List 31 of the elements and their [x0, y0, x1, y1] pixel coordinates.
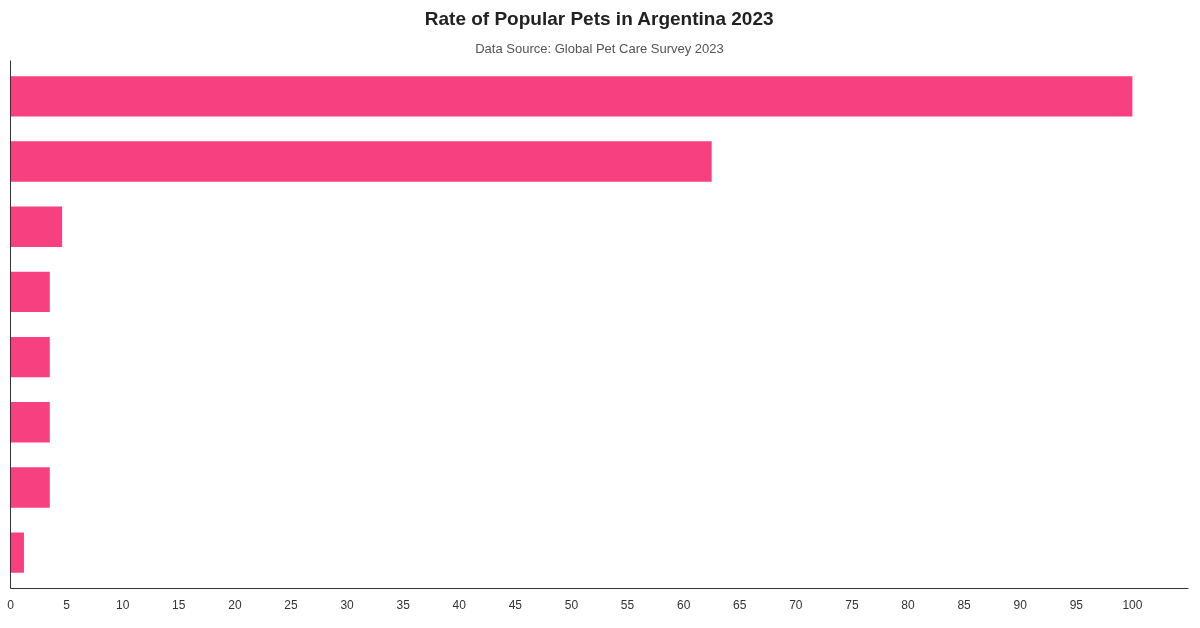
x-tick-label: 35: [396, 597, 411, 612]
bar: [10, 76, 1133, 117]
bar: [10, 271, 50, 313]
x-tick-label: 100: [1122, 597, 1143, 612]
bar: [10, 467, 50, 508]
x-tick-label: 75: [845, 597, 859, 612]
x-tick-label: 15: [172, 597, 186, 612]
x-tick-label: 30: [340, 597, 355, 612]
bar: [10, 402, 50, 443]
x-tick-label: 70: [789, 597, 803, 612]
chart-title: Rate of Popular Pets in Argentina 2023: [424, 7, 774, 29]
x-tick-label: 5: [63, 597, 71, 612]
x-tick-label: 50: [564, 597, 579, 612]
x-tick-label: 55: [620, 597, 635, 612]
bar: [10, 141, 712, 182]
x-tick-label: 85: [957, 597, 972, 612]
bar: [10, 532, 24, 573]
x-tick-label: 20: [228, 597, 242, 612]
x-tick-label: 40: [452, 597, 467, 612]
x-tick-label: 90: [1013, 597, 1028, 612]
x-tick-label: 10: [116, 597, 130, 612]
x-tick-label: 60: [676, 597, 691, 612]
bar: [10, 206, 63, 247]
x-tick-label: 0: [7, 597, 15, 612]
x-tick-label: 80: [901, 597, 916, 612]
chart-subtitle: Data Source: Global Pet Care Survey 2023: [475, 40, 724, 56]
x-tick-label: 25: [284, 597, 298, 612]
x-tick-label: 95: [1069, 597, 1084, 612]
x-tick-label: 45: [508, 597, 523, 612]
bar: [10, 336, 50, 378]
x-tick-label: 65: [733, 597, 747, 612]
